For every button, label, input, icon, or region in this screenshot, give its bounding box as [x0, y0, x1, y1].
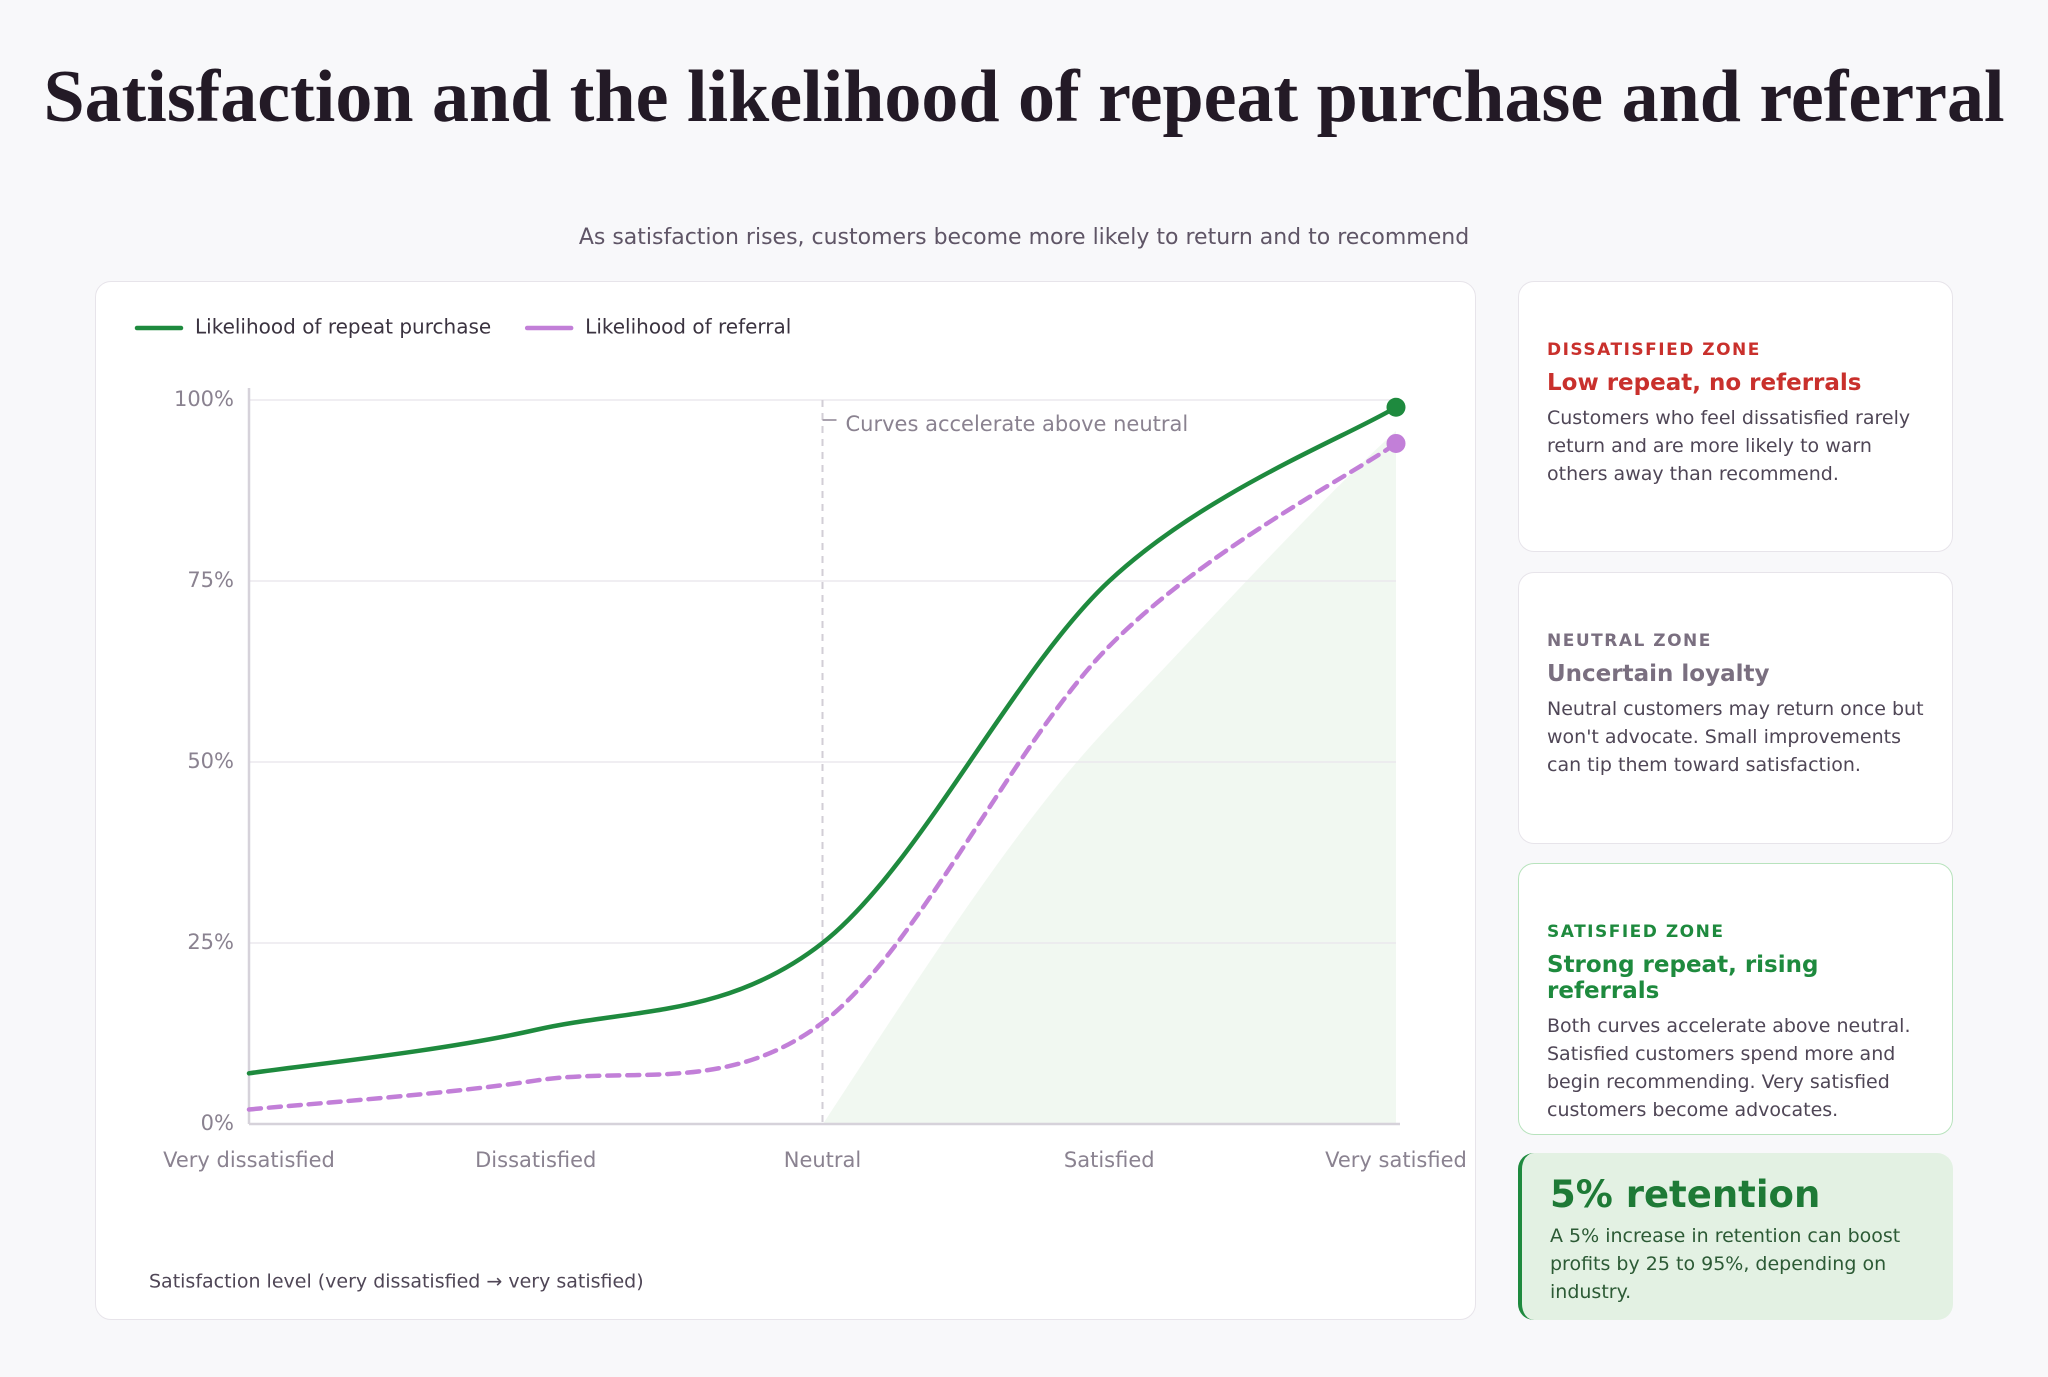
title: Satisfaction and the likelihood of repea…: [43, 56, 2005, 138]
legend-label: Likelihood of referral: [585, 315, 791, 339]
y-tick-label: 25%: [187, 930, 234, 954]
subtitle: As satisfaction rises, customers become …: [578, 225, 1470, 250]
zone-heading: Uncertain loyalty: [1547, 661, 1770, 687]
stat-body: A 5% increase in retention can boost pro…: [1550, 1225, 1901, 1303]
zone-card: DISSATISFIED ZONE Low repeat, no referra…: [1518, 281, 1953, 552]
end-point: [1386, 433, 1406, 453]
y-tick-label: 0%: [201, 1111, 234, 1135]
zone-label: SATISFIED ZONE: [1547, 922, 1725, 942]
annotation-text: Curves accelerate above neutral: [846, 412, 1189, 436]
x-tick-label: Very satisfied: [1325, 1148, 1467, 1172]
x-tick-label: Very dissatisfied: [163, 1148, 335, 1172]
zone-card: NEUTRAL ZONE Uncertain loyalty Neutral c…: [1518, 572, 1953, 844]
y-tick-label: 50%: [187, 749, 234, 773]
y-tick-label: 75%: [187, 568, 234, 592]
y-tick-label: 100%: [174, 387, 234, 411]
satisfied-zone-shade: [823, 431, 1396, 1124]
x-tick-label: Satisfied: [1064, 1148, 1155, 1172]
legend-label: Likelihood of repeat purchase: [195, 315, 491, 339]
stat-card: 5% retention A 5% increase in retention …: [1518, 1153, 1953, 1320]
end-point: [1386, 397, 1406, 417]
zone-body: Both curves accelerate above neutral. Sa…: [1547, 1015, 1911, 1121]
series-line: [246, 441, 1399, 1112]
zone-heading: Low repeat, no referrals: [1547, 370, 1862, 396]
stat-headline: 5% retention: [1550, 1173, 1821, 1216]
zone-label: DISSATISFIED ZONE: [1547, 340, 1761, 360]
zone-label: NEUTRAL ZONE: [1547, 631, 1712, 651]
x-tick-label: Neutral: [784, 1148, 862, 1172]
zone-body: Customers who feel dissatisfied rarely r…: [1547, 407, 1911, 485]
zone-heading: Strong repeat, rising referrals: [1547, 952, 1819, 1004]
x-axis-label: Satisfaction level (very dissatisfied → …: [149, 1271, 644, 1293]
zone-body: Neutral customers may return once but wo…: [1547, 698, 1924, 776]
zone-card: SATISFIED ZONE Strong repeat, rising ref…: [1518, 863, 1953, 1135]
x-tick-label: Dissatisfied: [475, 1148, 596, 1172]
series-line: [246, 404, 1399, 1076]
